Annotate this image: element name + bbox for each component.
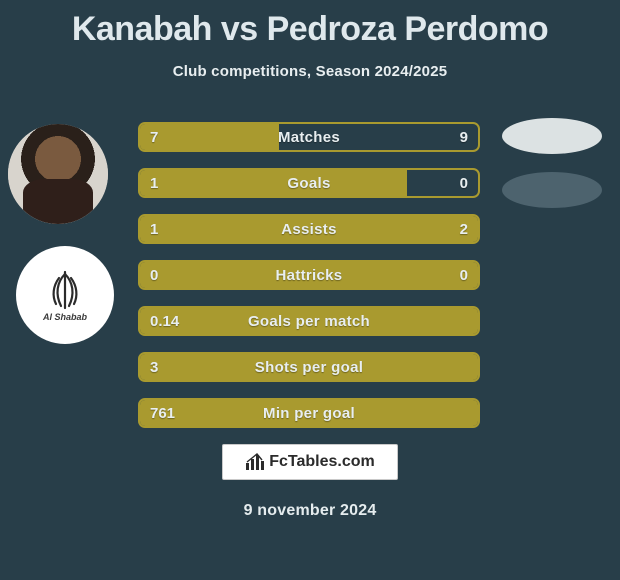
- stat-label: Goals: [140, 170, 478, 196]
- left-avatars: Al Shabab: [8, 124, 114, 344]
- opponent-avatar-placeholder: [502, 118, 602, 154]
- stat-label: Goals per match: [140, 308, 478, 334]
- stat-label: Assists: [140, 216, 478, 242]
- stat-label: Matches: [140, 124, 478, 150]
- stat-bar: 1Assists2: [138, 214, 480, 244]
- club-logo: Al Shabab: [37, 268, 93, 322]
- page-title: Kanabah vs Pedroza Perdomo: [0, 0, 620, 49]
- comparison-bars: 7Matches91Goals01Assists20Hattricks00.14…: [138, 122, 480, 444]
- stat-bar: 7Matches9: [138, 122, 480, 152]
- player-avatar: [8, 124, 108, 224]
- stat-right-value: 9: [460, 124, 468, 150]
- chart-icon: [245, 453, 265, 471]
- watermark-text: FcTables.com: [269, 453, 375, 471]
- stat-label: Hattricks: [140, 262, 478, 288]
- stat-bar: 0.14Goals per match: [138, 306, 480, 336]
- date: 9 november 2024: [0, 502, 620, 520]
- stat-label: Shots per goal: [140, 354, 478, 380]
- stat-bar: 0Hattricks0: [138, 260, 480, 290]
- stat-right-value: 0: [460, 262, 468, 288]
- stat-bar: 761Min per goal: [138, 398, 480, 428]
- club-avatar: Al Shabab: [16, 246, 114, 344]
- right-avatars: [502, 118, 602, 226]
- stat-label: Min per goal: [140, 400, 478, 426]
- club-name-text: Al Shabab: [37, 312, 93, 322]
- opponent-club-placeholder: [502, 172, 602, 208]
- player-face-placeholder: [8, 124, 108, 224]
- stat-right-value: 0: [460, 170, 468, 196]
- watermark: FcTables.com: [222, 444, 398, 480]
- stat-bar: 3Shots per goal: [138, 352, 480, 382]
- stat-right-value: 2: [460, 216, 468, 242]
- subtitle: Club competitions, Season 2024/2025: [0, 63, 620, 80]
- stat-bar: 1Goals0: [138, 168, 480, 198]
